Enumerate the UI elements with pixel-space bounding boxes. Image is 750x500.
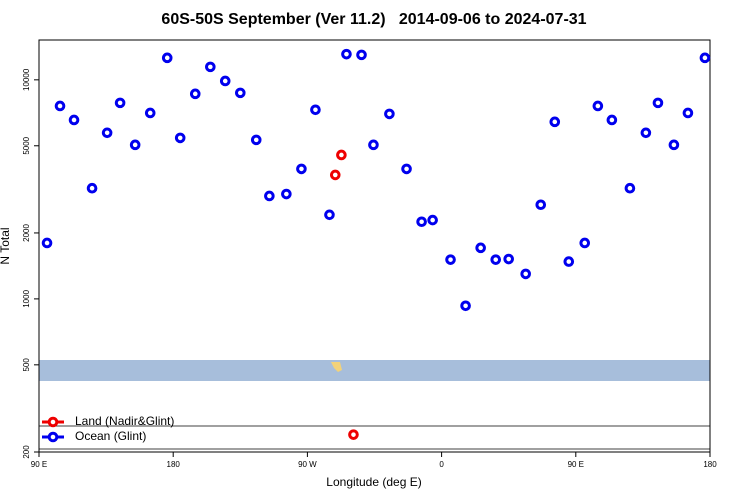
point [427,214,438,226]
y-axis-label: N Total [0,227,12,264]
point [592,100,604,112]
y-tick-label: 2000 [22,223,31,241]
point [324,209,335,221]
point [563,256,575,267]
point [281,188,292,200]
y-tick-label: 10000 [22,68,31,91]
y-tick-label: 200 [22,445,31,459]
y-tick-label: 1000 [22,289,31,307]
point [668,139,680,151]
x-axis-label: Longitude (deg E) [326,475,421,489]
point [416,216,427,228]
point [68,114,80,126]
y-tick-label: 5000 [22,136,31,154]
point [475,242,486,254]
point [490,254,502,265]
point [699,52,711,64]
point [189,88,201,100]
point [356,49,367,61]
legend-marker [47,431,59,443]
point [310,104,321,116]
point [114,97,126,109]
point [535,199,547,211]
point [652,97,664,109]
point [682,107,694,119]
point [445,254,456,265]
point [161,52,173,64]
point [640,127,652,139]
chart-title: 60S-50S September (Ver 11.2) 2014-09-06 … [161,11,586,28]
x-tick-label: 180 [703,460,717,469]
x-tick-label: 180 [167,460,181,469]
legend-marker [47,416,59,428]
point [520,268,531,280]
point [460,300,471,312]
point [348,429,359,440]
map-strip [39,360,710,381]
point [86,182,98,194]
point [606,114,618,126]
point [205,61,216,73]
x-tick-label: 0 [439,460,444,469]
point [296,163,307,175]
point [503,253,515,265]
legend-label: Ocean (Glint) [75,429,146,443]
point [174,132,186,144]
point [235,87,246,99]
x-tick-label: 90 E [31,460,47,469]
point [368,139,379,151]
point [264,190,275,202]
point [624,182,636,194]
plot-frame [38,39,711,453]
point [250,134,262,146]
y-tick-label: 500 [22,358,31,372]
point [549,116,561,128]
x-tick-label: 90 W [298,460,317,469]
land-outline [331,362,342,372]
point [101,127,113,139]
x-tick-label: 90 E [568,460,584,469]
point [41,237,53,249]
point [384,108,395,120]
legend-label: Land (Nadir&Glint) [75,414,174,428]
point [341,48,352,60]
point [336,149,347,161]
point [219,75,231,87]
point [579,237,591,249]
point [329,169,341,181]
point [54,100,66,112]
point [144,107,156,119]
point [401,163,412,175]
point [129,139,141,151]
